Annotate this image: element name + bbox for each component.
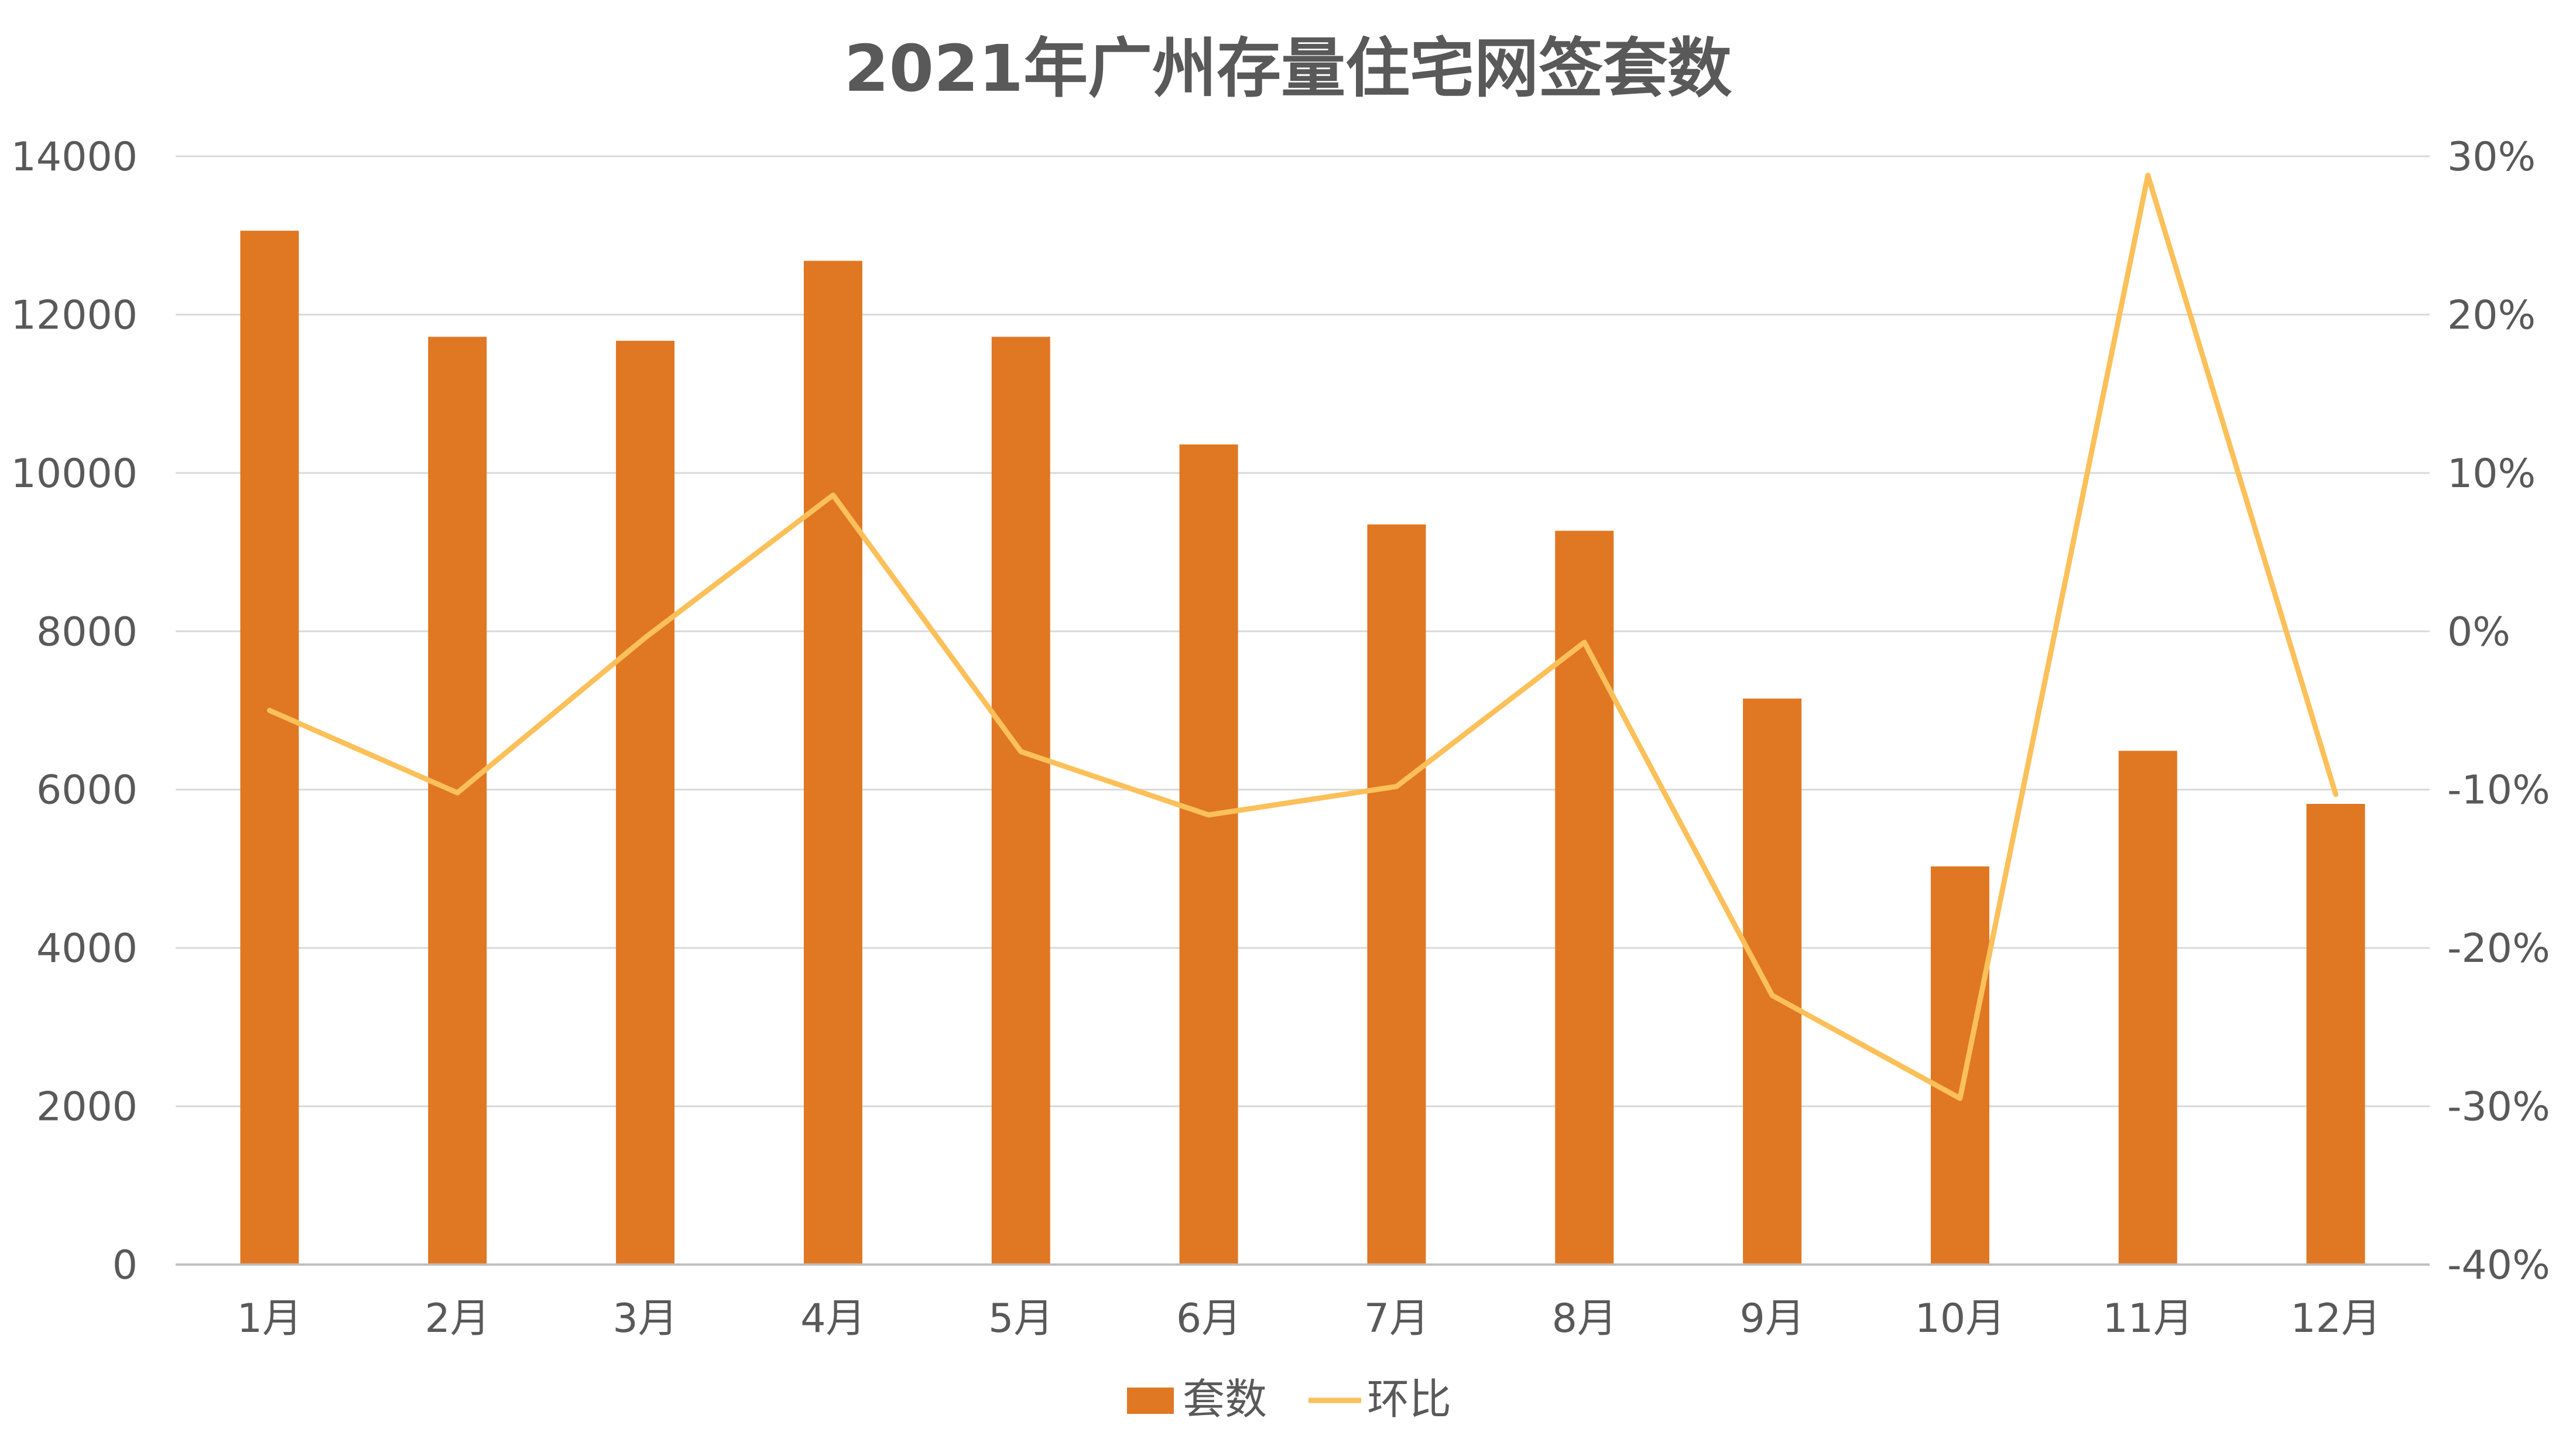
x-tick-label: 6月: [1176, 1296, 1241, 1342]
y-right-tick-label: 0%: [2447, 609, 2510, 655]
line-point: [2147, 174, 2149, 176]
y-right-tick-label: 30%: [2447, 134, 2536, 180]
legend-label-line: 环比: [1367, 1375, 1451, 1424]
y-right-tick-label: 10%: [2447, 451, 2536, 497]
line-series: [266, 172, 2339, 1101]
x-tick-label: 2月: [425, 1296, 490, 1342]
y-right-tick-label: -40%: [2447, 1242, 2550, 1289]
gridlines: [176, 155, 2430, 1108]
y-right-tick-label: -30%: [2447, 1084, 2550, 1131]
bar: [1367, 524, 1426, 1265]
y-left-tick-label: 0: [112, 1242, 138, 1289]
x-tick-label: 8月: [1552, 1296, 1617, 1342]
y-left-tick-label: 6000: [36, 768, 138, 814]
legend-swatch-bar: [1127, 1388, 1174, 1414]
line-series-path: [266, 172, 2339, 1101]
x-tick-label: 1月: [237, 1296, 302, 1342]
bar: [803, 261, 862, 1265]
bar-series: [240, 231, 2365, 1265]
x-tick-label: 12月: [2290, 1296, 2381, 1342]
y-left-tick-label: 8000: [36, 609, 138, 655]
bar: [240, 231, 299, 1265]
x-tick-label: 11月: [2102, 1296, 2193, 1342]
bar: [1179, 444, 1238, 1265]
x-tick-label: 9月: [1739, 1296, 1804, 1342]
legend: 套数 环比: [1127, 1375, 1451, 1424]
y-left-tick-label: 2000: [36, 1084, 138, 1131]
x-tick-label: 5月: [988, 1296, 1053, 1342]
x-tick-label: 7月: [1364, 1296, 1429, 1342]
bar: [1555, 530, 1614, 1265]
bar: [991, 337, 1050, 1265]
x-tick-label: 10月: [1915, 1296, 2006, 1342]
bar: [2306, 804, 2365, 1265]
line-point: [1396, 786, 1397, 787]
bar: [1743, 698, 1802, 1265]
bar: [2118, 751, 2177, 1265]
y-right-tick-label: 20%: [2447, 292, 2536, 338]
line-point: [1020, 751, 1022, 752]
x-tick-label: 4月: [800, 1296, 865, 1342]
y-left-tick-label: 12000: [11, 292, 138, 338]
x-tick-label: 3月: [612, 1296, 677, 1342]
line-point: [2335, 793, 2337, 795]
axes: 0 2000 4000 6000 8000 10000 12000 14000 -40% -30%…: [11, 134, 2550, 1342]
line-point: [645, 637, 646, 639]
line-point: [1208, 814, 1210, 816]
line-point: [1959, 1098, 1961, 1099]
bar: [616, 341, 675, 1265]
chart-title: 2021年广州存量住宅网签套数: [844, 31, 1732, 106]
bar: [428, 337, 487, 1265]
y-left-tick-label: 4000: [36, 926, 138, 972]
line-point: [1772, 995, 1773, 996]
line-point: [269, 710, 270, 711]
bar: [1930, 866, 1989, 1265]
line-point: [457, 792, 458, 794]
y-right-tick-label: -20%: [2447, 926, 2550, 972]
y-left-tick-label: 10000: [11, 451, 138, 497]
y-right-tick-label: -10%: [2447, 768, 2550, 814]
y-left-tick-label: 14000: [11, 134, 138, 180]
line-point: [832, 494, 834, 496]
line-point: [1584, 642, 1585, 643]
legend-label-bar: 套数: [1183, 1375, 1267, 1424]
